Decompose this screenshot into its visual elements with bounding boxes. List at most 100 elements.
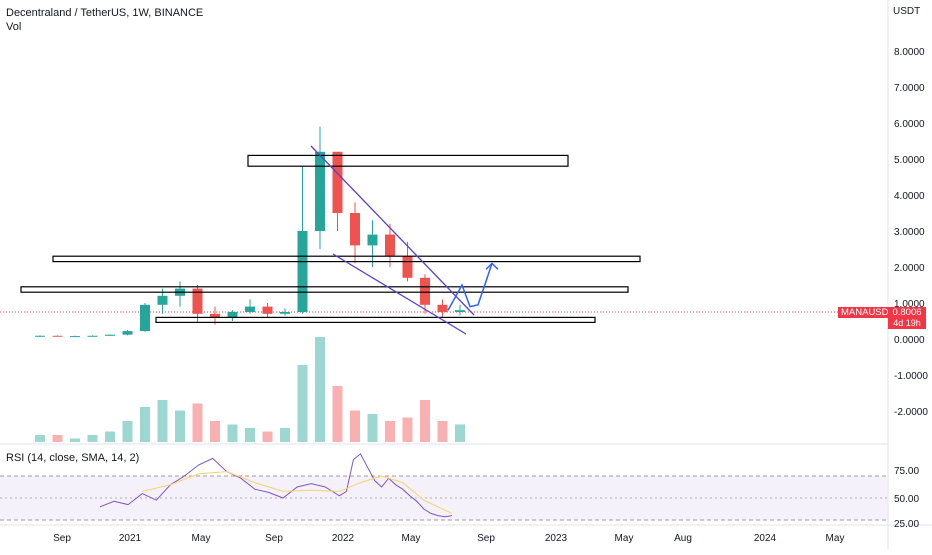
time-tick-label: Sep xyxy=(477,533,495,544)
time-tick-label: 2023 xyxy=(545,533,568,544)
candle-body xyxy=(87,335,98,337)
candle-body xyxy=(385,234,395,257)
volume-bar xyxy=(455,424,465,442)
candle-body xyxy=(210,313,220,318)
volume-bar xyxy=(105,431,115,442)
candle-body xyxy=(350,213,360,246)
volume-bars xyxy=(35,337,465,442)
candle-body xyxy=(157,295,168,305)
volume-bar xyxy=(402,417,413,442)
price-tick-label: 2.0000 xyxy=(894,263,925,274)
zone-base xyxy=(155,316,596,323)
candle-body xyxy=(262,306,273,314)
projection-path xyxy=(447,262,499,311)
wedge-upper-line xyxy=(310,145,475,316)
volume-bar xyxy=(140,407,150,442)
candles xyxy=(35,126,465,338)
volume-bar xyxy=(227,424,238,442)
zone-2 xyxy=(52,255,641,263)
candle-body xyxy=(437,304,448,312)
candle-body xyxy=(297,231,308,312)
volume-bar xyxy=(192,403,203,442)
time-tick-label: May xyxy=(826,533,845,544)
time-tick-label: Sep xyxy=(53,533,71,544)
wedge-lower-line xyxy=(332,253,467,335)
volume-bar xyxy=(297,365,308,442)
rsi-tick-label: 50.00 xyxy=(894,494,919,505)
volume-label: Vol xyxy=(6,21,22,33)
time-tick-label: 2021 xyxy=(119,533,142,544)
candle-body xyxy=(367,234,378,246)
candle-body xyxy=(332,151,343,213)
time-tick-label: Sep xyxy=(265,533,283,544)
time-axis-ticks: Sep 2021 May Sep 2022 May Sep 2023 May Aug 2024 May xyxy=(53,533,844,544)
zone-3 xyxy=(20,286,629,293)
price-tick-label: 4.0000 xyxy=(894,191,925,202)
volume-bar xyxy=(210,421,220,442)
volume-bar xyxy=(262,431,273,442)
price-tick-label: -2.0000 xyxy=(894,407,928,418)
rsi-tick-label: 75.00 xyxy=(894,466,919,477)
candle-body xyxy=(227,312,238,318)
volume-bar xyxy=(280,428,290,442)
candle-body xyxy=(70,336,80,338)
price-tick-label: 5.0000 xyxy=(894,155,925,166)
volume-bar xyxy=(70,438,80,442)
symbol-title: Decentraland / TetherUS, 1W, BINANCE xyxy=(6,7,204,19)
volume-bar xyxy=(52,435,63,442)
projection-line xyxy=(447,263,493,311)
candle-body xyxy=(315,151,325,231)
candle-body xyxy=(455,310,465,312)
rsi-band xyxy=(0,476,888,520)
projection-arrowhead xyxy=(485,262,499,270)
rsi-axis-ticks: 75.00 50.00 25.00 xyxy=(894,466,919,530)
candle-body xyxy=(52,335,63,337)
support-resistance-zones xyxy=(20,154,641,323)
candle-body xyxy=(245,306,255,312)
price-tick-label: -1.0000 xyxy=(894,371,928,382)
candle-body xyxy=(420,277,430,305)
candle-body xyxy=(192,288,203,314)
candle-body xyxy=(35,335,45,337)
price-tick-label: 0.0000 xyxy=(894,335,925,346)
volume-bar xyxy=(332,386,343,442)
price-tick-label: 1.0000 xyxy=(894,299,925,310)
price-tick-label: 6.0000 xyxy=(894,119,925,130)
volume-bar xyxy=(367,414,378,442)
volume-bar xyxy=(122,421,133,442)
volume-bar xyxy=(420,400,430,442)
volume-bar xyxy=(87,435,98,442)
candle-body xyxy=(140,304,150,332)
time-tick-label: May xyxy=(615,533,634,544)
price-tick-label: 7.0000 xyxy=(894,83,925,94)
volume-bar xyxy=(175,410,185,442)
volume-bar xyxy=(350,410,360,442)
last-price-label: 0.8006 xyxy=(888,307,926,318)
price-tick-label: 8.0000 xyxy=(894,47,925,58)
price-tick-label: 3.0000 xyxy=(894,227,925,238)
volume-bar xyxy=(157,400,168,442)
rsi-lines xyxy=(99,453,453,518)
candle-body xyxy=(280,312,290,314)
rsi-tick-label: 25.00 xyxy=(894,519,919,530)
candle-body xyxy=(105,334,115,336)
price-axis-ticks: 8.0000 7.0000 6.0000 5.0000 4.0000 3.0000 2.00… xyxy=(894,47,928,418)
time-tick-label: May xyxy=(402,533,421,544)
time-tick-label: 2022 xyxy=(332,533,355,544)
time-tick-label: Aug xyxy=(674,533,692,544)
volume-bar xyxy=(245,428,255,442)
volume-bar xyxy=(437,421,448,442)
candle-body xyxy=(402,256,413,278)
rsi-ma-line xyxy=(142,471,453,514)
price-unit: USDT xyxy=(893,6,921,17)
volume-bar xyxy=(385,421,395,442)
volume-bar xyxy=(35,435,45,442)
candle-body xyxy=(122,331,133,335)
time-tick-label: May xyxy=(192,533,211,544)
rsi-label: RSI (14, close, SMA, 14, 2) xyxy=(6,452,140,464)
zone-top xyxy=(247,154,569,167)
symbol-badge: MANAUSDT xyxy=(838,307,898,318)
bar-countdown: 4d 19h xyxy=(888,318,926,329)
